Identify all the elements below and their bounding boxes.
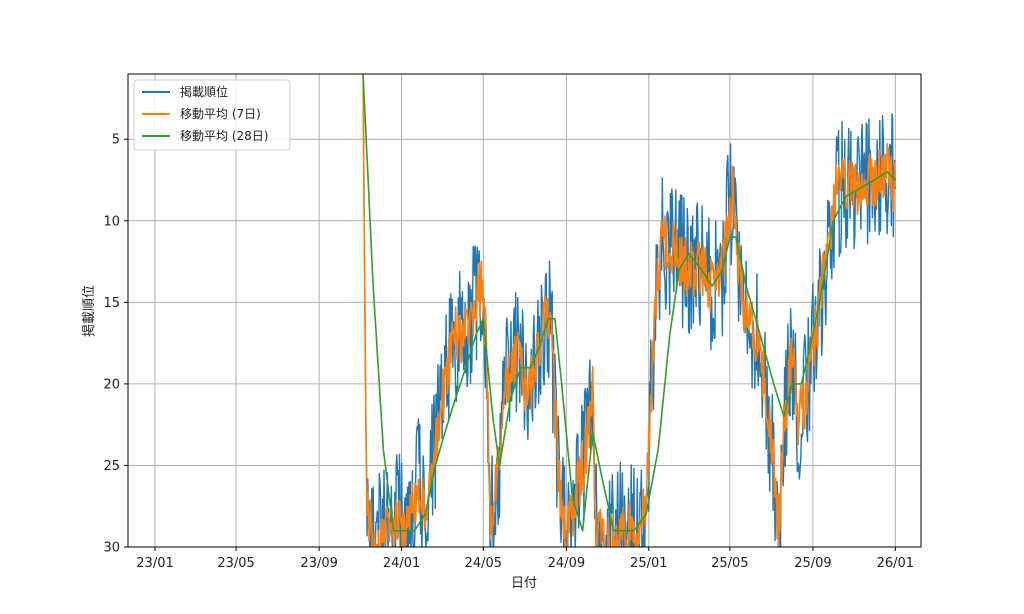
x-tick-label: 25/05 xyxy=(711,556,748,571)
x-tick-label: 24/09 xyxy=(548,556,585,571)
series-layer xyxy=(362,74,897,547)
x-tick-label: 25/01 xyxy=(630,556,667,571)
series-line-1 xyxy=(362,74,897,547)
y-tick-label: 20 xyxy=(103,377,120,392)
y-axis: 5 10 15 20 25 30 xyxy=(103,133,128,556)
plot-frame xyxy=(127,73,922,548)
x-tick-label: 23/09 xyxy=(300,556,337,571)
x-tick-label: 24/01 xyxy=(383,556,420,571)
legend-box xyxy=(133,79,291,151)
legend: 掲載順位 移動平均 (7日) 移動平均 (28日) xyxy=(133,79,291,151)
x-tick-label: 26/01 xyxy=(877,556,914,571)
y-tick-label: 5 xyxy=(112,133,120,148)
y-axis-label: 掲載順位 xyxy=(81,285,97,337)
legend-label-rank: 掲載順位 xyxy=(180,84,228,99)
x-tick-label: 23/01 xyxy=(136,556,173,571)
x-tick-label: 24/05 xyxy=(465,556,502,571)
x-axis-label: 日付 xyxy=(511,576,537,591)
y-tick-label: 30 xyxy=(103,541,120,556)
y-tick-label: 10 xyxy=(103,214,120,229)
legend-label-ma28: 移動平均 (28日) xyxy=(180,129,268,143)
plot-background xyxy=(128,74,921,547)
x-tick-label: 23/05 xyxy=(217,556,254,571)
x-axis: 23/01 23/05 23/09 24/01 24/05 24/09 25/01 25/05… xyxy=(136,547,914,571)
series-line-2 xyxy=(362,74,896,532)
y-tick-label: 15 xyxy=(103,296,120,311)
legend-label-ma7: 移動平均 (7日) xyxy=(180,107,261,121)
x-tick-label: 25/09 xyxy=(794,556,831,571)
y-tick-label: 25 xyxy=(103,459,120,474)
